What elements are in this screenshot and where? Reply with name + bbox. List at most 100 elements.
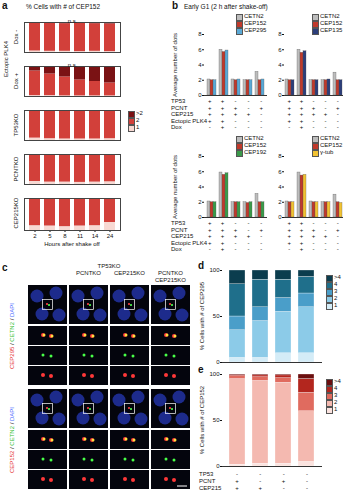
html-text:CEP215KO: CEP215KO <box>13 197 19 229</box>
svg-text:0: 0 <box>278 92 282 98</box>
html-text:>4: >4 <box>334 274 341 280</box>
html-text:4: 4 <box>334 385 338 391</box>
html-text:1: 1 <box>136 124 140 130</box>
html-text:CEP152: CEP152 <box>9 450 15 473</box>
svg-text:n.s.: n.s. <box>68 18 78 24</box>
svg-text:0: 0 <box>278 214 282 220</box>
html-text:% Cells with # of CEP152: % Cells with # of CEP152 <box>199 385 205 455</box>
html-text:2: 2 <box>136 117 140 123</box>
html-text:TP53: TP53 <box>199 471 214 477</box>
html-text:CETN2: CETN2 <box>320 135 340 141</box>
svg-text:2: 2 <box>278 199 282 205</box>
svg-text:2: 2 <box>278 77 282 83</box>
html-text:Dox: Dox <box>171 124 182 130</box>
html-text:CEP215: CEP215 <box>199 485 222 491</box>
html-text:1: 1 <box>334 406 338 412</box>
svg-text:11: 11 <box>77 233 84 239</box>
html-text:Dox -: Dox - <box>13 29 19 45</box>
html-text:a: a <box>2 0 8 11</box>
html-text:CETN2: CETN2 <box>9 322 15 342</box>
svg-text:100: 100 <box>209 267 220 273</box>
html-text:2: 2 <box>334 399 338 405</box>
html-text:2: 2 <box>334 295 338 301</box>
html-text:CEP135: CEP135 <box>320 27 343 33</box>
svg-text:6: 6 <box>278 169 282 175</box>
html-text:CEP152: CEP152 <box>244 20 267 26</box>
html-text:CEP215: CEP215 <box>171 233 194 239</box>
html-text:Dox +: Dox + <box>13 73 19 89</box>
html-text:CEP152: CEP152 <box>244 142 267 148</box>
html-text:e: e <box>198 364 204 375</box>
html-text:CEP295: CEP295 <box>9 346 15 369</box>
html-text:PCNTKO: PCNTKO <box>76 270 101 276</box>
svg-text:100: 100 <box>209 371 220 377</box>
html-text:CEP152: CEP152 <box>320 142 343 148</box>
html-text:Dox: Dox <box>171 246 182 252</box>
html-text:% Cells with # of CEP295: % Cells with # of CEP295 <box>199 281 205 351</box>
svg-text:50: 50 <box>213 313 220 319</box>
svg-text:4: 4 <box>278 62 282 68</box>
html-text:CETN2: CETN2 <box>244 135 264 141</box>
html-text:CETN2: CETN2 <box>244 13 264 19</box>
svg-text:8: 8 <box>198 31 202 37</box>
html-text:% Cells with # of CEP152: % Cells with # of CEP152 <box>26 3 101 10</box>
html-text:3: 3 <box>334 392 338 398</box>
html-text:DAPI: DAPI <box>9 303 15 317</box>
svg-text:8: 8 <box>278 31 282 37</box>
svg-text:4: 4 <box>278 184 282 190</box>
svg-text:8: 8 <box>198 153 202 159</box>
svg-text:4: 4 <box>198 62 202 68</box>
svg-text:8: 8 <box>278 153 282 159</box>
html-text:PCNTKO: PCNTKO <box>13 156 19 182</box>
svg-text:5: 5 <box>48 233 52 239</box>
svg-text:14: 14 <box>92 233 99 239</box>
html-text:CEP215: CEP215 <box>171 111 194 117</box>
svg-text:0: 0 <box>198 92 202 98</box>
svg-text:2: 2 <box>33 233 37 239</box>
svg-text:6: 6 <box>198 47 202 53</box>
html-text:TP53: TP53 <box>171 220 186 226</box>
html-text:Hours after shake off: Hours after shake off <box>44 241 100 247</box>
html-text:CEP295: CEP295 <box>244 27 267 33</box>
svg-text:2: 2 <box>198 199 202 205</box>
html-text:CEP215KO: CEP215KO <box>114 270 145 276</box>
svg-text:6: 6 <box>278 47 282 53</box>
html-text:PCNTKO CEP215KO: PCNTKO CEP215KO <box>155 270 186 283</box>
html-text:>4: >4 <box>334 378 341 384</box>
svg-text:n.s.: n.s. <box>68 62 78 68</box>
html-text:d: d <box>198 260 205 271</box>
html-text:Ectopic PLK4 +: Ectopic PLK4 + <box>171 117 212 124</box>
svg-text:2: 2 <box>198 77 202 83</box>
html-text:CETN2: CETN2 <box>9 426 15 446</box>
html-text:CEP152: CEP152 <box>320 20 343 26</box>
html-text:PCNT: PCNT <box>171 226 188 233</box>
svg-text:50: 50 <box>213 417 220 423</box>
html-text:Average number of dots: Average number of dots <box>172 32 178 97</box>
html-text:CETN2: CETN2 <box>320 13 340 19</box>
html-text:Ectopic PLK4 +: Ectopic PLK4 + <box>171 239 212 246</box>
html-text:DAPI: DAPI <box>9 407 15 421</box>
html-text:3: 3 <box>334 288 338 294</box>
html-text:TP53KO: TP53KO <box>97 263 121 269</box>
html-text:TP53: TP53 <box>171 98 186 104</box>
html-text:Average number of dots: Average number of dots <box>172 154 178 219</box>
svg-text:8: 8 <box>63 233 67 239</box>
html-text:PCNT: PCNT <box>171 104 188 111</box>
html-text:CEP192: CEP192 <box>244 149 267 155</box>
html-text:γ-tub: γ-tub <box>320 149 334 155</box>
svg-text:0: 0 <box>198 214 202 220</box>
svg-text:4: 4 <box>198 184 202 190</box>
html-text:c: c <box>2 262 8 273</box>
html-text:Early G1 (2 h after shake-off): Early G1 (2 h after shake-off) <box>184 3 268 10</box>
html-text:1: 1 <box>334 302 338 308</box>
svg-text:0: 0 <box>216 463 220 469</box>
html-text:>2: >2 <box>136 110 143 116</box>
svg-text:6: 6 <box>198 169 202 175</box>
html-text:4: 4 <box>334 281 338 287</box>
html-text:b: b <box>172 0 179 11</box>
html-text:PCNT: PCNT <box>199 478 216 484</box>
html-text:TP53KO: TP53KO <box>13 113 19 137</box>
svg-text:0: 0 <box>216 359 220 365</box>
html-text:Ectopic PLK4: Ectopic PLK4 <box>3 41 9 77</box>
svg-text:24: 24 <box>107 233 114 239</box>
